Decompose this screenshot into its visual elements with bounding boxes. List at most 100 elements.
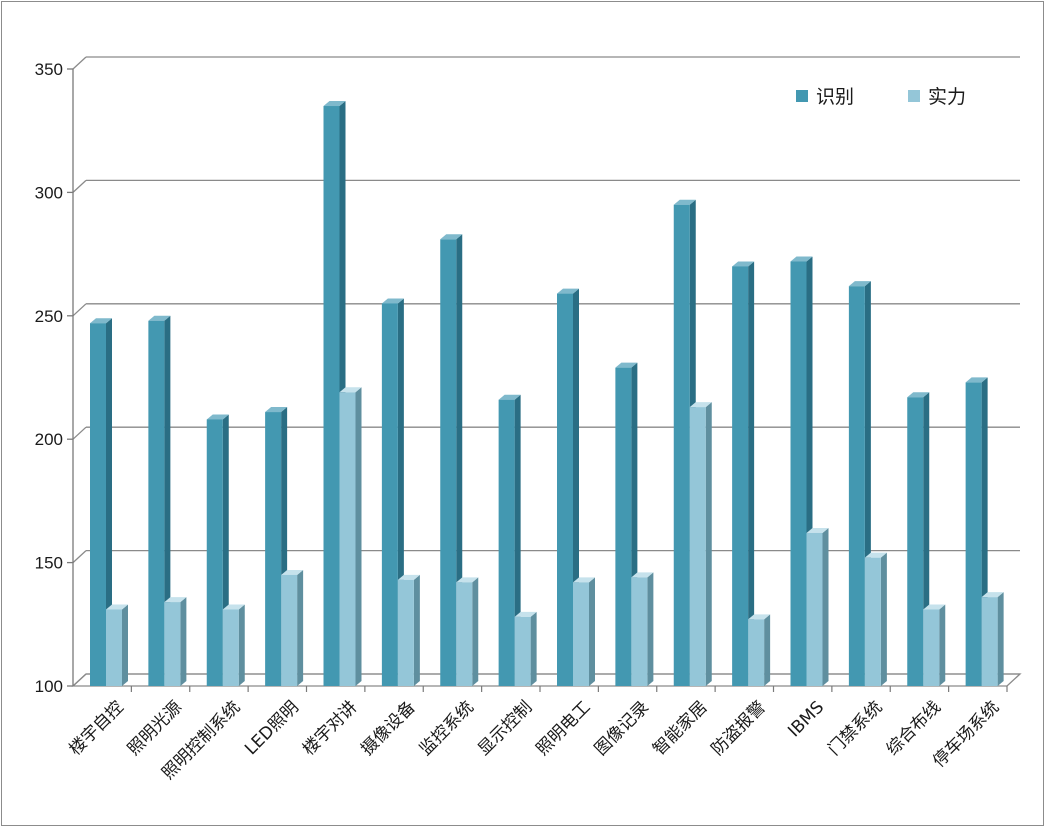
bar-front: [381, 303, 398, 686]
bar-shili: [222, 604, 245, 686]
bar-front: [673, 204, 690, 687]
bar-front: [732, 266, 749, 686]
bar-top: [573, 577, 595, 583]
bar-front: [748, 619, 765, 686]
bar-shili: [106, 604, 128, 686]
x-category-label: 防盗报警: [708, 697, 770, 759]
bar-front: [456, 582, 473, 686]
bar-top: [907, 392, 930, 398]
bar-front: [281, 574, 298, 686]
bar-front: [397, 579, 414, 686]
legend-swatch: [796, 90, 808, 102]
bar-top: [381, 298, 404, 304]
bar-side: [764, 614, 771, 686]
bar-front: [965, 382, 982, 686]
bar-top: [90, 318, 112, 324]
bar-top: [514, 611, 537, 617]
bar-top: [440, 234, 463, 240]
bar-side: [297, 569, 304, 686]
bar-side: [997, 592, 1004, 686]
bar-side: [647, 572, 654, 686]
bar-shili: [456, 577, 479, 686]
bar-shibie: [440, 234, 463, 687]
y-tick-label: 350: [35, 60, 63, 79]
x-category-label: IBMS: [784, 697, 828, 741]
x-category-label: 显示控制: [474, 697, 536, 759]
bar-front: [790, 261, 807, 686]
bar-front: [440, 239, 457, 687]
y-tick-label: 300: [35, 183, 63, 202]
legend-label: 识别: [816, 86, 854, 108]
y-tick-label: 100: [35, 677, 63, 696]
bars: [90, 101, 1004, 687]
bar-front: [148, 320, 165, 686]
bar-front: [498, 399, 515, 686]
bar-shili: [864, 552, 887, 686]
gridline-depth: [72, 550, 87, 564]
bar-top: [864, 552, 887, 558]
y-tick-label: 250: [35, 307, 63, 326]
bar-top: [222, 604, 245, 610]
bar-front: [164, 602, 181, 686]
bar-shili: [339, 387, 362, 686]
bar-side: [355, 387, 362, 686]
bar-front: [339, 392, 356, 686]
bar-top: [265, 407, 288, 413]
bar-top: [339, 387, 362, 393]
bar-top: [323, 101, 346, 107]
bar-shili: [397, 574, 420, 686]
bar-side: [456, 234, 463, 687]
bar-side: [705, 402, 712, 686]
legend: 识别 实力: [796, 86, 966, 108]
bar-front: [615, 367, 632, 686]
bar-top: [732, 261, 755, 267]
bar-top: [557, 288, 579, 294]
bar-top: [106, 604, 128, 610]
bar-front: [848, 286, 865, 686]
bar-side: [939, 604, 946, 686]
x-category-label: 楼宇自控: [65, 697, 127, 759]
bar-top: [848, 281, 871, 287]
bar-top: [806, 527, 829, 533]
bar-side: [413, 574, 420, 686]
bar-shili: [689, 402, 712, 686]
bar-front: [923, 609, 940, 686]
bar-shibie: [90, 318, 112, 686]
bar-side: [180, 597, 187, 686]
x-category-label: 图像记录: [591, 697, 653, 759]
bar-front: [631, 577, 648, 686]
bar-front: [206, 419, 223, 686]
bar-shili: [631, 572, 654, 686]
bar-side: [822, 527, 829, 686]
bar-side: [106, 318, 112, 686]
bar-shili: [981, 592, 1004, 686]
bar-front: [573, 582, 589, 686]
x-category-label: 照明电工: [532, 697, 594, 759]
bar-top: [790, 256, 813, 262]
bar-front: [689, 407, 706, 686]
bar-top: [498, 394, 521, 400]
bar-top: [673, 199, 696, 205]
x-category-label: 摄像设备: [357, 697, 419, 759]
bar-front: [864, 557, 881, 686]
bar-top: [981, 592, 1004, 598]
bar-side: [472, 577, 479, 686]
legend-label: 实力: [928, 86, 966, 108]
bar-shili: [514, 611, 537, 686]
bar-front: [323, 106, 340, 686]
bar-front: [222, 609, 239, 686]
bar-front: [981, 597, 998, 686]
bar-shili: [748, 614, 771, 686]
bar-side: [880, 552, 887, 686]
y-tick-label: 150: [35, 554, 63, 573]
bar-side: [530, 611, 537, 686]
bar-shili: [164, 597, 187, 686]
bar-top: [164, 597, 187, 603]
bar-top: [615, 362, 638, 368]
gridline-depth: [72, 56, 87, 70]
bar-top: [456, 577, 479, 583]
bar-top: [397, 574, 420, 580]
bar-shili: [573, 577, 595, 686]
gridline-depth: [72, 179, 87, 193]
